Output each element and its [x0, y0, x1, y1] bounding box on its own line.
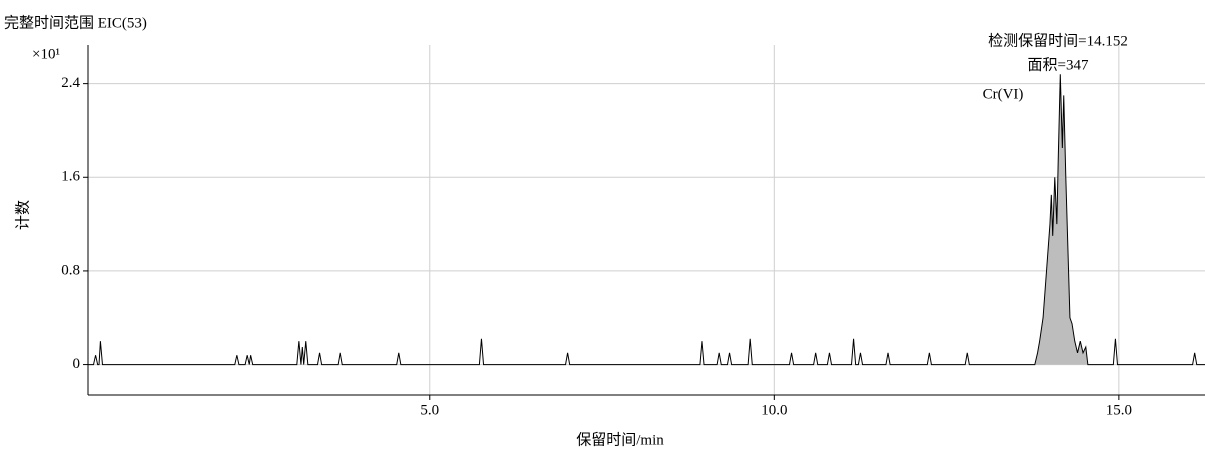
x-tick-label: 15.0 [1106, 402, 1132, 418]
chart-title: 完整时间范围 EIC(53) [4, 14, 147, 31]
annotation: 检测保留时间=14.152 [988, 32, 1128, 49]
data-line [88, 74, 1205, 366]
y-tick-label: 1.6 [61, 169, 80, 185]
x-tick-label: 10.0 [761, 402, 787, 418]
y-multiplier: ×10¹ [32, 46, 60, 62]
peak-area [1034, 74, 1088, 365]
y-axis-label: 计数 [14, 200, 31, 230]
annotation: Cr(VI) [983, 86, 1024, 102]
annotation: 面积=347 [1028, 56, 1089, 73]
y-tick-label: 0.8 [61, 262, 80, 278]
y-tick-label: 2.4 [61, 75, 80, 91]
x-tick-label: 5.0 [420, 402, 439, 418]
x-axis-label: 保留时间/min [576, 431, 664, 448]
y-tick-label: 0 [73, 356, 81, 372]
